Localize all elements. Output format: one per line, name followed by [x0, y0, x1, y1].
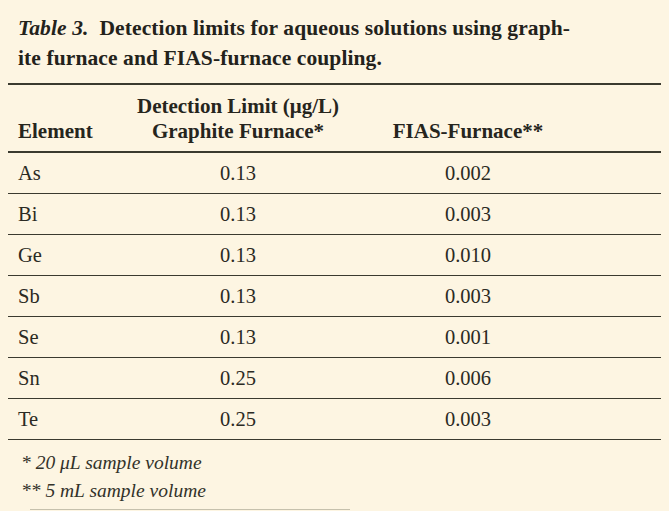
fias-value-cell: 0.003	[353, 276, 583, 317]
spacer-cell	[583, 152, 661, 194]
graphite-value-cell: 0.25	[123, 399, 353, 440]
fias-value-cell: 0.006	[353, 358, 583, 399]
table-row: Te 0.25 0.003	[8, 399, 661, 440]
table-row: Se 0.13 0.001	[8, 317, 661, 358]
element-cell: Bi	[8, 194, 123, 235]
table-row: Bi 0.13 0.003	[8, 194, 661, 235]
table-footnotes: * 20 μL sample volume ** 5 mL sample vol…	[21, 449, 661, 504]
fias-value-cell: 0.002	[353, 152, 583, 194]
spacer-cell	[583, 358, 661, 399]
table-header: Detection Limit (μg/L) Element Graphite …	[8, 85, 661, 152]
element-cell: Se	[8, 317, 123, 358]
span-header-row: Detection Limit (μg/L)	[8, 85, 661, 119]
span-header-empty	[583, 85, 661, 119]
graphite-value-cell: 0.25	[123, 358, 353, 399]
page: Table 3. Detection limits for aqueous sol…	[0, 0, 669, 504]
caption-text-1: Detection limits for aqueous solutions u…	[99, 16, 570, 40]
footnote-sample-volume-fias: ** 5 mL sample volume	[21, 477, 661, 505]
fias-value-cell: 0.010	[353, 235, 583, 276]
span-header-empty	[353, 85, 583, 119]
caption-text-2: ite furnace and FIAS-furnace coupling.	[18, 43, 657, 73]
spacer-cell	[583, 399, 661, 440]
element-cell: Sb	[8, 276, 123, 317]
table-row: Ge 0.13 0.010	[8, 235, 661, 276]
fias-value-cell: 0.001	[353, 317, 583, 358]
element-cell: As	[8, 152, 123, 194]
spacer-cell	[583, 317, 661, 358]
fias-value-cell: 0.003	[353, 194, 583, 235]
graphite-value-cell: 0.13	[123, 152, 353, 194]
graphite-value-cell: 0.13	[123, 235, 353, 276]
table-row: Sn 0.25 0.006	[8, 358, 661, 399]
fias-value-cell: 0.003	[353, 399, 583, 440]
graphite-value-cell: 0.13	[123, 276, 353, 317]
element-cell: Ge	[8, 235, 123, 276]
column-header-element: Element	[8, 119, 123, 152]
column-header-spacer	[583, 119, 661, 152]
span-header-empty	[8, 85, 123, 119]
graphite-value-cell: 0.13	[123, 194, 353, 235]
element-cell: Te	[8, 399, 123, 440]
column-header-row: Element Graphite Furnace* FIAS-Furnace**	[8, 119, 661, 152]
table-caption: Table 3. Detection limits for aqueous sol…	[18, 0, 657, 83]
table-row: Sb 0.13 0.003	[8, 276, 661, 317]
element-cell: Sn	[8, 358, 123, 399]
spacer-cell	[583, 276, 661, 317]
footnote-sample-volume-graphite: * 20 μL sample volume	[21, 449, 661, 477]
spacer-cell	[583, 194, 661, 235]
graphite-value-cell: 0.13	[123, 317, 353, 358]
caption-label: Table 3.	[18, 16, 88, 40]
column-header-fias-furnace: FIAS-Furnace**	[353, 119, 583, 152]
table-body: As 0.13 0.002 Bi 0.13 0.003 Ge 0.13 0.01…	[8, 152, 661, 440]
column-header-graphite-furnace: Graphite Furnace*	[123, 119, 353, 152]
caption-line-1: Table 3. Detection limits for aqueous sol…	[18, 13, 657, 43]
span-header-detection-limit: Detection Limit (μg/L)	[123, 85, 353, 119]
spacer-cell	[583, 235, 661, 276]
cropped-rule-artifact	[30, 509, 350, 510]
detection-limits-table: Detection Limit (μg/L) Element Graphite …	[8, 85, 661, 440]
table-row: As 0.13 0.002	[8, 152, 661, 194]
